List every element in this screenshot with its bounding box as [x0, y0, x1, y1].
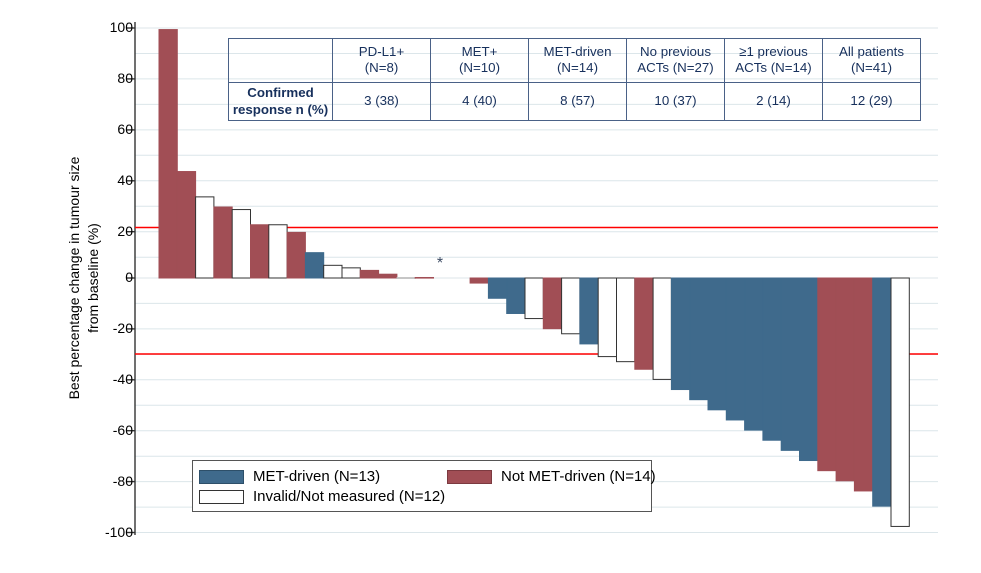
svg-text:*: *	[437, 255, 443, 272]
